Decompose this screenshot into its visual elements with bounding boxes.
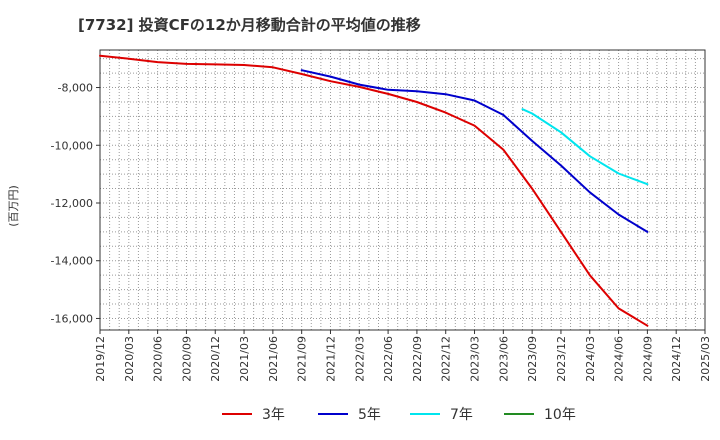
y-tick-label: -12,000 (51, 197, 93, 210)
x-tick-label: 2024/12 (670, 336, 683, 382)
legend-label: 10年 (544, 407, 576, 423)
x-tick-label: 2020/06 (152, 336, 165, 382)
series-line (521, 108, 649, 186)
y-axis-label: (百万円) (7, 185, 20, 227)
x-tick-label: 2021/06 (267, 336, 280, 382)
series-layer (99, 54, 649, 327)
axis-layer: -16,000 -14,000 -12,000 -10,000 -8,000 2019/1… (51, 49, 712, 382)
x-tick-label: 2022/12 (440, 336, 453, 382)
x-tick-label: 2020/12 (209, 336, 222, 382)
series-line (99, 54, 649, 327)
y-tick-label: -10,000 (51, 139, 93, 152)
x-tick-label: 2024/03 (584, 336, 597, 382)
series-line (300, 69, 649, 233)
x-tick-label: 2023/06 (497, 336, 510, 382)
x-tick-label: 2022/06 (382, 336, 395, 382)
x-tick-label: 2023/09 (526, 336, 539, 382)
x-tick-label: 2024/06 (613, 336, 626, 382)
legend: 3年 5年 7年 10年 (222, 407, 576, 423)
x-tick-label: 2021/09 (296, 336, 309, 382)
x-tick-label: 2021/12 (324, 336, 337, 382)
y-tick-label: -16,000 (51, 312, 93, 325)
x-tick-label: 2019/12 (94, 336, 107, 382)
y-tick-label: -8,000 (58, 82, 93, 95)
x-tick-label: 2023/12 (555, 336, 568, 382)
legend-label: 5年 (358, 407, 381, 423)
x-tick-label: 2025/03 (699, 336, 712, 382)
chart-title: [7732] 投資CFの12か月移動合計の平均値の推移 (78, 16, 421, 34)
x-tick-label: 2022/09 (411, 336, 424, 382)
x-tick-label: 2022/03 (353, 336, 366, 382)
grid-layer (99, 50, 706, 330)
x-tick-label: 2023/03 (469, 336, 482, 382)
x-tick-label: 2021/03 (238, 336, 251, 382)
legend-label: 7年 (450, 407, 473, 423)
plot-frame (99, 49, 706, 331)
y-tick-label: -14,000 (51, 255, 93, 268)
x-tick-label: 2020/03 (123, 336, 136, 382)
legend-label: 3年 (262, 407, 285, 423)
x-tick-label: 2024/09 (641, 336, 654, 382)
x-tick-label: 2020/09 (180, 336, 193, 382)
